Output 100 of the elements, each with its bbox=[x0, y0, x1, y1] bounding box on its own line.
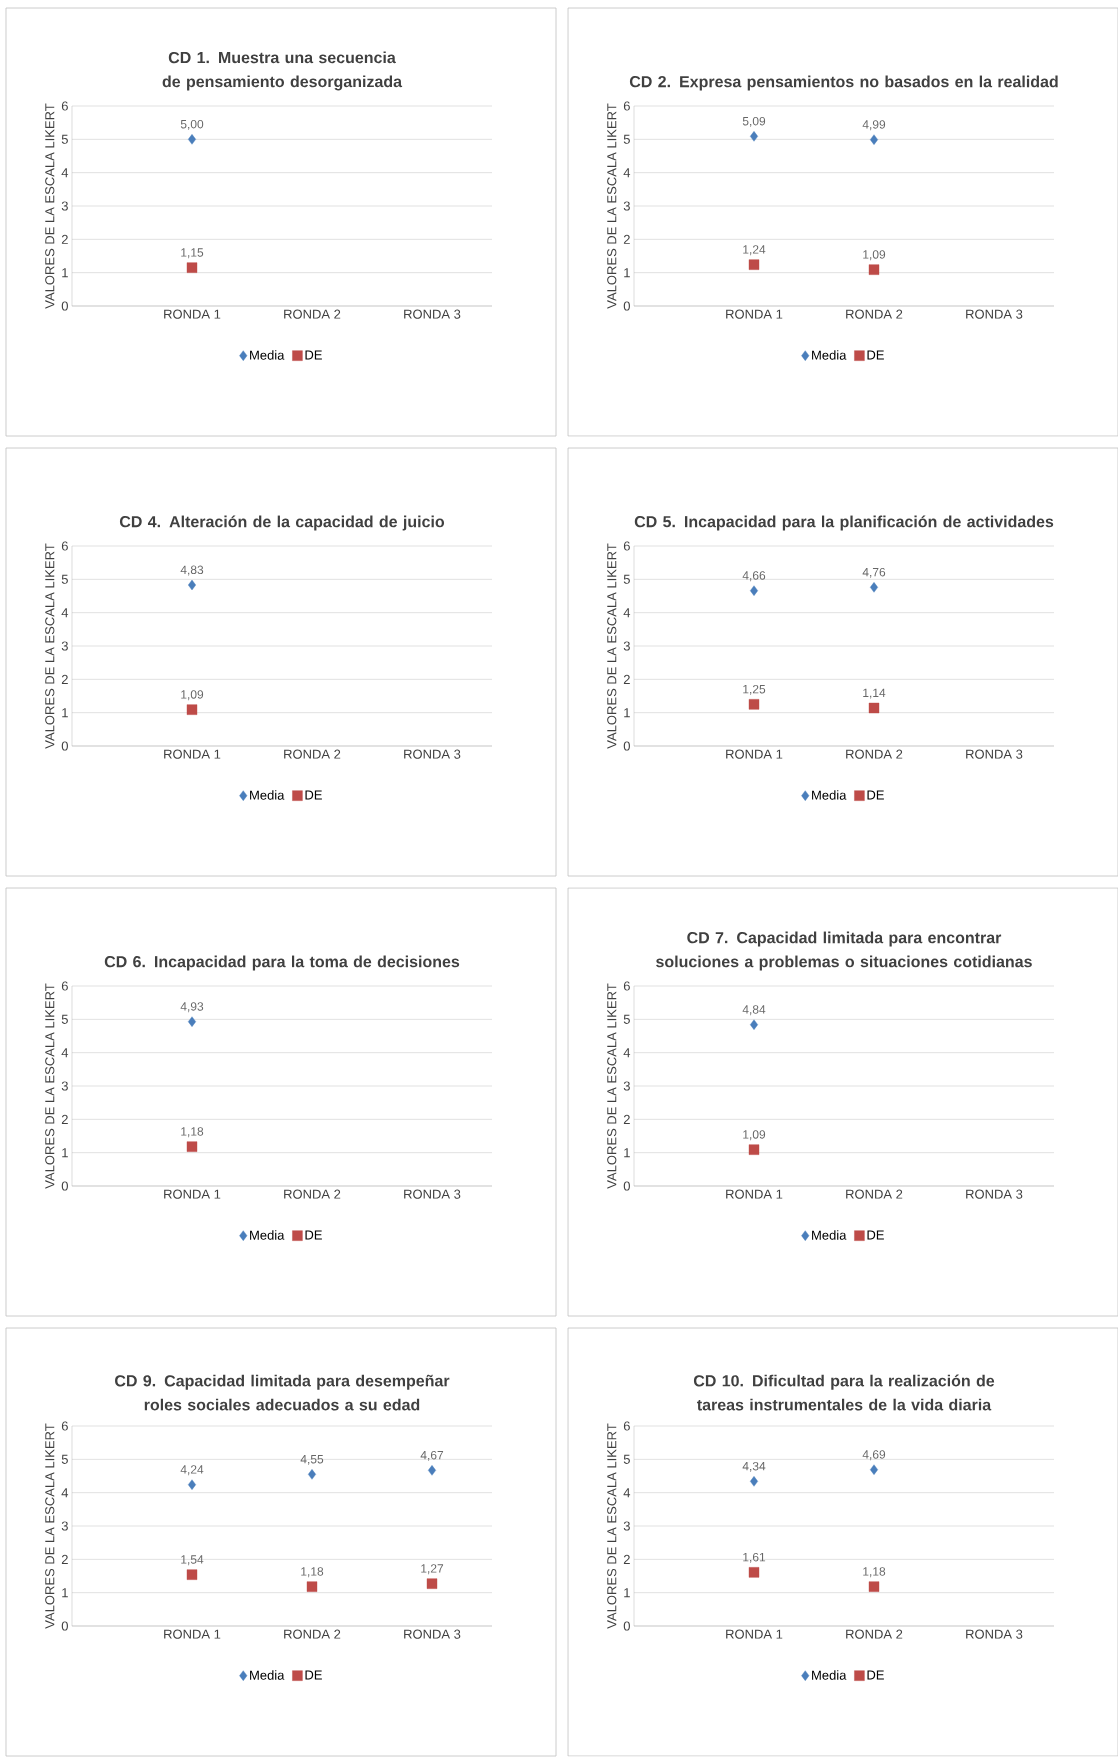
legend-label: Media bbox=[811, 1670, 847, 1680]
data-label: 4,24 bbox=[180, 1465, 204, 1476]
y-tick-label: 1 bbox=[624, 708, 630, 718]
point bbox=[869, 1464, 878, 1475]
data-label: 1,18 bbox=[301, 1567, 323, 1578]
point bbox=[748, 259, 760, 270]
x-tick-label: RONDA 1 bbox=[725, 309, 783, 319]
chart-title: CD 4. Alteración de la capacidad de juicio bbox=[119, 515, 444, 531]
legend-label: Media bbox=[811, 790, 847, 800]
data-label: 1,25 bbox=[743, 684, 765, 695]
y-tick-label: 3 bbox=[623, 1081, 630, 1091]
data-label: 4,99 bbox=[862, 120, 885, 131]
y-tick-label: 5 bbox=[623, 1014, 630, 1024]
legend-label: Media bbox=[249, 1230, 285, 1240]
point bbox=[187, 1479, 196, 1490]
y-tick-label: 3 bbox=[61, 1081, 68, 1091]
y-tick-label: 6 bbox=[61, 541, 68, 551]
y-axis-title: VALORES DE LA ESCALA LIKERT bbox=[606, 1423, 617, 1629]
y-tick-label: 4 bbox=[623, 1048, 630, 1058]
point bbox=[427, 1465, 436, 1476]
x-tick-label: RONDA 3 bbox=[965, 1629, 1023, 1639]
x-tick-label: RONDA 3 bbox=[403, 309, 461, 319]
x-tick-label: RONDA 2 bbox=[845, 1629, 903, 1639]
y-tick-label: 0 bbox=[623, 1621, 630, 1631]
y-tick-label: 6 bbox=[61, 1421, 68, 1431]
y-tick-label: 2 bbox=[61, 674, 68, 684]
legend-label: Media bbox=[249, 350, 285, 360]
data-label: 4,76 bbox=[862, 567, 885, 578]
y-tick-label: 0 bbox=[623, 741, 630, 751]
y-tick-label: 4 bbox=[61, 168, 68, 178]
y-axis-title: VALORES DE LA ESCALA LIKERT bbox=[44, 983, 55, 1189]
chart-title: CD 5. Incapacidad para la planificación de actividades bbox=[634, 515, 1053, 531]
y-axis-title: VALORES DE LA ESCALA LIKERT bbox=[606, 543, 617, 749]
y-tick-label: 1 bbox=[62, 1148, 68, 1158]
x-tick-label: RONDA 3 bbox=[965, 1189, 1023, 1199]
data-label: 1,14 bbox=[863, 688, 886, 699]
x-tick-label: RONDA 3 bbox=[403, 749, 461, 759]
data-label: 1,15 bbox=[181, 248, 203, 259]
y-tick-label: 5 bbox=[623, 1454, 630, 1464]
y-tick-label: 0 bbox=[61, 1621, 68, 1631]
y-tick-label: 3 bbox=[623, 641, 630, 651]
point bbox=[868, 1581, 880, 1592]
y-tick-label: 4 bbox=[623, 1488, 630, 1498]
point bbox=[748, 699, 760, 710]
y-tick-label: 4 bbox=[61, 608, 68, 618]
y-tick-label: 1 bbox=[624, 1588, 630, 1598]
y-axis-title: VALORES DE LA ESCALA LIKERT bbox=[606, 983, 617, 1189]
x-tick-label: RONDA 1 bbox=[163, 1629, 221, 1639]
y-axis-title: VALORES DE LA ESCALA LIKERT bbox=[44, 1423, 55, 1629]
legend-label: DE bbox=[867, 1670, 884, 1680]
y-tick-label: 6 bbox=[623, 981, 630, 991]
y-tick-label: 2 bbox=[61, 234, 68, 244]
chart-title: CD 6. Incapacidad para la toma de decisiones bbox=[104, 955, 459, 971]
y-tick-label: 0 bbox=[623, 1181, 630, 1191]
point bbox=[869, 582, 878, 593]
y-tick-label: 6 bbox=[61, 981, 68, 991]
x-tick-label: RONDA 2 bbox=[283, 309, 341, 319]
y-tick-label: 2 bbox=[61, 1114, 68, 1124]
data-label: 1,09 bbox=[863, 250, 885, 261]
data-label: 4,66 bbox=[742, 571, 765, 582]
data-label: 1,09 bbox=[743, 1130, 765, 1141]
x-tick-label: RONDA 1 bbox=[163, 749, 221, 759]
data-label: 5,00 bbox=[180, 119, 204, 130]
x-tick-label: RONDA 1 bbox=[725, 1189, 783, 1199]
point bbox=[426, 1578, 438, 1589]
y-tick-label: 3 bbox=[623, 1521, 630, 1531]
y-tick-label: 1 bbox=[624, 268, 630, 278]
chart-title: CD 10. Dificultad para la realización de tareas instrumentales de la vida diaria bbox=[693, 1374, 994, 1411]
y-tick-label: 1 bbox=[624, 1148, 630, 1158]
x-tick-label: RONDA 2 bbox=[845, 309, 903, 319]
legend-label: DE bbox=[305, 1670, 322, 1680]
data-label: 4,34 bbox=[742, 1461, 766, 1472]
y-tick-label: 3 bbox=[623, 201, 630, 211]
legend-label: Media bbox=[249, 790, 285, 800]
y-tick-label: 5 bbox=[61, 1454, 68, 1464]
legend-label: DE bbox=[305, 1230, 322, 1240]
data-label: 1,18 bbox=[181, 1127, 203, 1138]
x-tick-label: RONDA 3 bbox=[403, 1189, 461, 1199]
point bbox=[749, 1476, 758, 1487]
chart-title: CD 1. Muestra una secuencia de pensamiento desorganizada bbox=[162, 51, 402, 91]
y-tick-label: 4 bbox=[623, 168, 630, 178]
y-tick-label: 0 bbox=[61, 301, 68, 311]
data-label: 1,27 bbox=[421, 1564, 443, 1575]
data-label: 4,83 bbox=[180, 565, 203, 576]
data-label: 4,93 bbox=[180, 1002, 203, 1013]
data-label: 5,09 bbox=[742, 116, 765, 127]
point bbox=[749, 131, 758, 142]
y-tick-label: 5 bbox=[61, 134, 68, 144]
legend-label: DE bbox=[305, 350, 322, 360]
y-tick-label: 2 bbox=[623, 1114, 630, 1124]
data-label: 1,09 bbox=[181, 690, 203, 701]
x-tick-label: RONDA 3 bbox=[965, 749, 1023, 759]
y-tick-label: 1 bbox=[62, 268, 68, 278]
y-tick-label: 5 bbox=[61, 574, 68, 584]
y-tick-label: 1 bbox=[62, 1588, 68, 1598]
legend-label: DE bbox=[305, 790, 322, 800]
y-tick-label: 2 bbox=[623, 1554, 630, 1564]
y-axis-title: VALORES DE LA ESCALA LIKERT bbox=[44, 103, 55, 309]
x-tick-label: RONDA 2 bbox=[283, 749, 341, 759]
y-tick-label: 3 bbox=[61, 201, 68, 211]
